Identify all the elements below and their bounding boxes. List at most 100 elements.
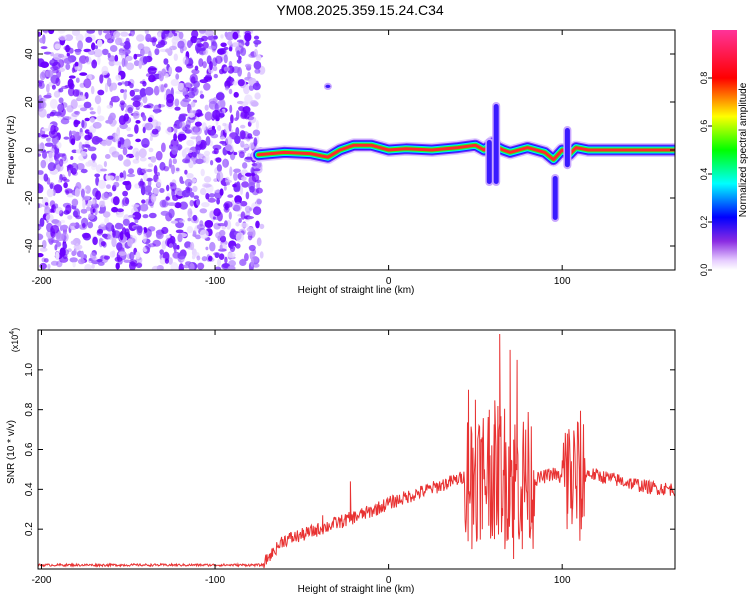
noise-blob [186, 173, 194, 179]
noise-blob [96, 115, 105, 122]
noise-blob [97, 179, 107, 189]
noise-blob [192, 233, 197, 237]
noise-blob [132, 211, 142, 221]
noise-blob [240, 200, 248, 207]
noise-blob [139, 156, 147, 162]
noise-blob [74, 110, 81, 115]
noise-blob [253, 168, 261, 172]
noise-blob [232, 80, 238, 86]
noise-blob [89, 107, 94, 111]
noise-blob [77, 94, 86, 101]
noise-blob [111, 206, 119, 213]
noise-blob [120, 89, 125, 93]
noise-blob [89, 117, 95, 123]
noise-blob [83, 101, 92, 109]
noise-blob [131, 204, 140, 208]
noise-blob [94, 95, 102, 105]
noise-blob [53, 111, 62, 117]
noise-blob [244, 253, 249, 262]
noise-blob [58, 179, 62, 183]
noise-blob [178, 114, 186, 122]
noise-blob [60, 118, 70, 125]
noise-blob [175, 229, 184, 234]
noise-blob [92, 236, 98, 246]
noise-blob [141, 138, 150, 148]
noise-blob [236, 59, 242, 64]
noise-blob [53, 184, 63, 194]
noise-blob [152, 38, 156, 47]
noise-blob [155, 43, 163, 49]
noise-blob [248, 116, 257, 124]
noise-blob [244, 32, 252, 42]
noise-blob [249, 251, 255, 260]
noise-blob [187, 217, 192, 222]
noise-blob [210, 160, 214, 166]
colorbar: 0.0 0.2 0.4 0.6 0.8 Normalized spectral ampl… [699, 30, 749, 276]
noise-blob [163, 166, 170, 172]
noise-blob [89, 111, 96, 115]
noise-blob [142, 56, 148, 65]
noise-blob [192, 214, 198, 222]
noise-blob [61, 85, 69, 90]
noise-blob [153, 165, 158, 175]
noise-blob [153, 85, 160, 96]
noise-blob [102, 233, 108, 238]
noise-blob [172, 36, 180, 40]
y-tick-label: 0.8 [24, 402, 35, 416]
noise-blob [123, 159, 131, 167]
noise-blob [111, 119, 117, 126]
noise-blob [216, 197, 221, 205]
noise-blob [161, 142, 166, 153]
noise-blob [238, 151, 245, 159]
noise-blob [58, 87, 64, 93]
noise-blob [128, 214, 136, 218]
noise-blob [233, 151, 238, 156]
noise-blob [190, 242, 195, 251]
noise-blob [38, 253, 44, 258]
noise-blob [213, 35, 218, 40]
noise-blob [196, 113, 201, 118]
noise-blob [97, 89, 105, 96]
noise-blob [204, 74, 213, 82]
noise-blob [202, 183, 211, 188]
noise-blob [71, 149, 78, 154]
noise-blob [129, 89, 135, 97]
noise-blob [235, 243, 241, 249]
noise-blob [189, 199, 195, 207]
noise-blob [50, 260, 59, 266]
noise-blob [205, 136, 211, 146]
noise-blob [59, 256, 69, 263]
noise-blob [218, 248, 227, 252]
noise-blob [77, 258, 85, 265]
noise-blob [55, 77, 61, 87]
noise-blob [215, 92, 225, 101]
noise-blob [107, 77, 112, 87]
noise-blob [239, 185, 244, 195]
noise-blob [175, 66, 183, 73]
noise-blob [145, 33, 152, 43]
noise-blob [145, 73, 151, 77]
noise-blob [123, 138, 131, 149]
noise-blob [235, 127, 240, 136]
noise-blob [168, 257, 173, 265]
noise-blob [144, 30, 149, 35]
noise-blob [92, 199, 96, 205]
noise-blob [201, 122, 207, 131]
colorbar-ticks: 0.0 0.2 0.4 0.6 0.8 [699, 72, 712, 276]
noise-blob [190, 101, 196, 108]
noise-blob [38, 144, 43, 154]
noise-blob [133, 226, 142, 230]
x-tick-label: 0 [386, 575, 392, 586]
noise-blob [91, 59, 98, 69]
noise-blob [62, 242, 68, 250]
noise-blob [66, 52, 71, 57]
noise-blob [195, 135, 202, 145]
noise-blob [94, 173, 101, 178]
noise-blob [152, 239, 161, 247]
noise-blob [187, 112, 196, 118]
noise-blob [231, 42, 240, 48]
noise-blob [182, 56, 189, 66]
noise-blob [255, 220, 260, 229]
noise-blob [174, 106, 181, 111]
noise-blob [100, 255, 104, 260]
